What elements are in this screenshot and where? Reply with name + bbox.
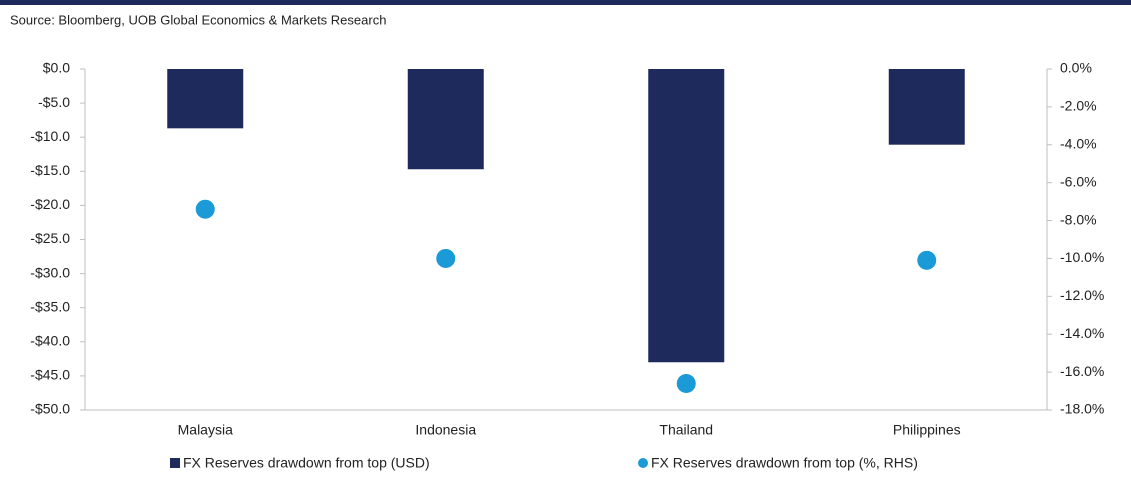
y-tick-label: -$25.0 [30, 230, 70, 246]
y2-tick-label: -16.0% [1060, 363, 1104, 379]
top-rule [0, 0, 1131, 5]
bar [167, 69, 244, 129]
y-tick-label: -$30.0 [30, 264, 70, 280]
dot [676, 373, 696, 393]
y-tick-label: -$35.0 [30, 298, 70, 314]
y-tick-label: -$10.0 [30, 128, 70, 144]
x-tick-label: Indonesia [415, 422, 476, 438]
x-tick-label: Philippines [893, 422, 961, 438]
dot [917, 250, 937, 270]
bar [648, 69, 725, 363]
y2-tick-label: -2.0% [1060, 98, 1097, 114]
y-tick-label: -$40.0 [30, 333, 70, 349]
legend-swatch [638, 458, 648, 468]
y2-tick-label: -8.0% [1060, 211, 1097, 227]
y-tick-label: -$45.0 [30, 367, 70, 383]
x-tick-label: Malaysia [178, 422, 233, 438]
y2-tick-label: -4.0% [1060, 135, 1097, 151]
dot [436, 248, 456, 268]
bar [888, 69, 965, 145]
bar [407, 69, 484, 170]
y-tick-label: -$5.0 [38, 94, 70, 110]
y2-tick-label: 0.0% [1060, 60, 1092, 76]
y-tick-label: -$15.0 [30, 162, 70, 178]
dot [195, 199, 215, 219]
y-tick-label: $0.0 [43, 60, 70, 76]
y-tick-label: -$50.0 [30, 401, 70, 417]
legend-label: FX Reserves drawdown from top (%, RHS) [651, 455, 918, 471]
y-tick-label: -$20.0 [30, 196, 70, 212]
y2-tick-label: -12.0% [1060, 287, 1104, 303]
y2-tick-label: -14.0% [1060, 325, 1104, 341]
legend-swatch [170, 458, 180, 468]
y2-tick-label: -6.0% [1060, 173, 1097, 189]
source: Source: Bloomberg, UOB Global Economics … [10, 12, 386, 27]
y2-tick-label: -10.0% [1060, 249, 1104, 265]
y2-tick-label: -18.0% [1060, 401, 1104, 417]
legend-label: FX Reserves drawdown from top (USD) [183, 455, 430, 471]
x-tick-label: Thailand [659, 422, 713, 438]
